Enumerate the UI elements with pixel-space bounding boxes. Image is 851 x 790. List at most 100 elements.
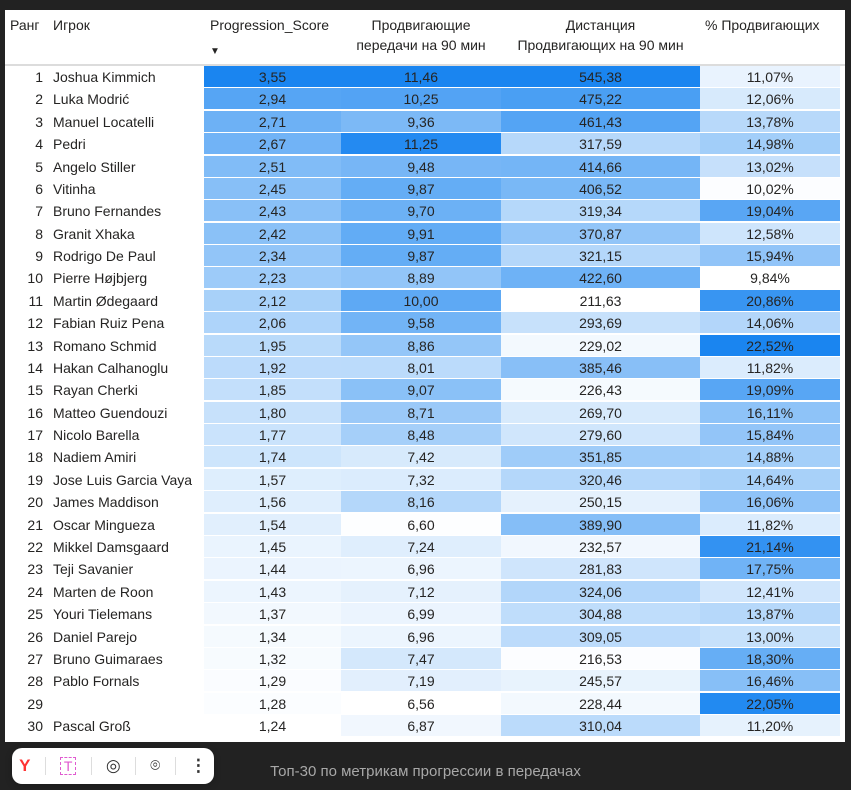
distance-cell: 269,70 (501, 401, 700, 423)
player-cell: Pierre Højbjerg (53, 270, 148, 287)
score-cell: 1,24 (204, 715, 341, 737)
distance-cell: 310,04 (501, 715, 700, 737)
text-icon[interactable]: T (59, 757, 77, 775)
divider (134, 757, 136, 775)
distance-cell: 232,57 (501, 535, 700, 557)
rank-cell: 10 (27, 270, 43, 287)
pct-cell: 13,78% (700, 110, 840, 132)
table-row: 5 Angelo Stiller 2,51 9,48 414,66 13,02% (5, 155, 845, 178)
passes-cell: 6,56 (341, 692, 501, 714)
distance-cell: 226,43 (501, 379, 700, 401)
pct-cell: 14,98% (700, 133, 840, 155)
camera-icon[interactable]: ⌾ (150, 756, 161, 775)
table-row: 27 Bruno Guimaraes 1,32 7,47 216,53 18,3… (5, 647, 845, 670)
header-rank[interactable]: Ранг (10, 17, 40, 33)
passes-cell: 8,01 (341, 356, 501, 378)
table-row: 28 Pablo Fornals 1,29 7,19 245,57 16,46% (5, 670, 845, 692)
rank-cell: 13 (27, 337, 43, 354)
rank-cell: 26 (27, 628, 43, 645)
passes-cell: 8,89 (341, 267, 501, 289)
table-row: 19 Jose Luis Garcia Vaya 1,57 7,32 320,4… (5, 468, 845, 491)
rank-cell: 17 (27, 427, 43, 444)
table-row: 26 Daniel Parejo 1,34 6,96 309,05 13,00% (5, 625, 845, 648)
pct-cell: 12,58% (700, 222, 840, 244)
passes-cell: 9,58 (341, 312, 501, 334)
rank-cell: 24 (27, 583, 43, 600)
more-icon[interactable]: ⋮ (189, 756, 207, 775)
player-cell: Fabian Ruiz Pena (53, 315, 165, 332)
player-cell: Jose Luis Garcia Vaya (53, 471, 193, 488)
pct-cell: 22,05% (700, 692, 840, 714)
distance-cell: 320,46 (501, 468, 700, 490)
pct-cell: 10,02% (700, 177, 840, 199)
yandex-icon[interactable]: Y (19, 756, 31, 775)
table-row: 11 Martin Ødegaard 2,12 10,00 211,63 20,… (5, 289, 845, 312)
rank-cell: 18 (27, 449, 43, 466)
pct-cell: 13,02% (700, 155, 840, 177)
score-cell: 1,85 (204, 379, 341, 401)
header-distance[interactable]: Дистанция Продвигающих на 90 мин (501, 15, 700, 55)
passes-cell: 6,87 (341, 715, 501, 737)
table-row: 3 Manuel Locatelli 2,71 9,36 461,43 13,7… (5, 110, 845, 133)
table-row: 1 Joshua Kimmich 3,55 11,46 545,38 11,07… (5, 66, 845, 88)
passes-cell: 8,71 (341, 401, 501, 423)
rank-cell: 12 (27, 315, 43, 332)
pct-cell: 13,87% (700, 603, 840, 625)
distance-cell: 370,87 (501, 222, 700, 244)
player-cell: James Maddison (53, 494, 159, 511)
pct-cell: 16,46% (700, 670, 840, 692)
passes-cell: 9,87 (341, 177, 501, 199)
pct-cell: 14,88% (700, 446, 840, 468)
passes-cell: 7,42 (341, 446, 501, 468)
pct-cell: 19,09% (700, 379, 840, 401)
eye-icon[interactable]: ◎ (105, 756, 121, 775)
pct-cell: 14,06% (700, 312, 840, 334)
rank-cell: 28 (27, 673, 43, 690)
score-cell: 1,28 (204, 692, 341, 714)
distance-cell: 279,60 (501, 424, 700, 446)
table-row: 20 James Maddison 1,56 8,16 250,15 16,06… (5, 491, 845, 513)
distance-cell: 211,63 (501, 289, 700, 311)
rank-cell: 2 (35, 91, 43, 108)
distance-cell: 385,46 (501, 356, 700, 378)
pct-cell: 13,00% (700, 625, 840, 647)
passes-cell: 11,46 (341, 66, 501, 87)
distance-cell: 304,88 (501, 603, 700, 625)
score-cell: 1,92 (204, 356, 341, 378)
pct-cell: 19,04% (700, 200, 840, 222)
header-passes[interactable]: Продвигающие передачи на 90 мин (341, 15, 501, 55)
header-passes-line2: передачи на 90 мин (356, 37, 486, 53)
passes-cell: 7,24 (341, 535, 501, 557)
player-cell: Teji Savanier (53, 561, 134, 578)
passes-cell: 7,12 (341, 580, 501, 602)
pct-cell: 16,11% (700, 401, 840, 423)
player-cell: Bruno Guimaraes (53, 650, 163, 667)
player-cell: Nicolo Barella (53, 427, 140, 444)
distance-cell: 216,53 (501, 647, 700, 669)
header-player[interactable]: Игрок (53, 17, 90, 33)
player-cell: Nadiem Amiri (53, 449, 137, 466)
player-cell: Vitinha (53, 180, 96, 197)
score-cell: 2,34 (204, 245, 341, 267)
divider (90, 757, 92, 775)
rank-cell: 3 (35, 113, 43, 130)
table-row: 12 Fabian Ruiz Pena 2,06 9,58 293,69 14,… (5, 312, 845, 334)
score-cell: 1,57 (204, 468, 341, 490)
table-row: 13 Romano Schmid 1,95 8,86 229,02 22,52% (5, 334, 845, 357)
score-cell: 1,95 (204, 334, 341, 356)
rank-cell: 16 (27, 404, 43, 421)
distance-cell: 545,38 (501, 66, 700, 87)
header-distance-line2: Продвигающих на 90 мин (517, 37, 684, 53)
player-cell: Luka Modrić (53, 91, 130, 108)
header-score[interactable]: Progression_Score (210, 17, 330, 33)
pct-cell: 12,41% (700, 580, 840, 602)
score-cell: 1,37 (204, 603, 341, 625)
distance-cell: 351,85 (501, 446, 700, 468)
header-pct[interactable]: % Продвигающих (705, 17, 820, 33)
player-cell: Mikkel Damsgaard (53, 538, 169, 555)
passes-cell: 9,48 (341, 155, 501, 177)
score-cell: 2,71 (204, 110, 341, 132)
player-cell: Oscar Mingueza (53, 516, 155, 533)
table-row: 9 Rodrigo De Paul 2,34 9,87 321,15 15,94… (5, 245, 845, 267)
table-row: 18 Nadiem Amiri 1,74 7,42 351,85 14,88% (5, 446, 845, 468)
